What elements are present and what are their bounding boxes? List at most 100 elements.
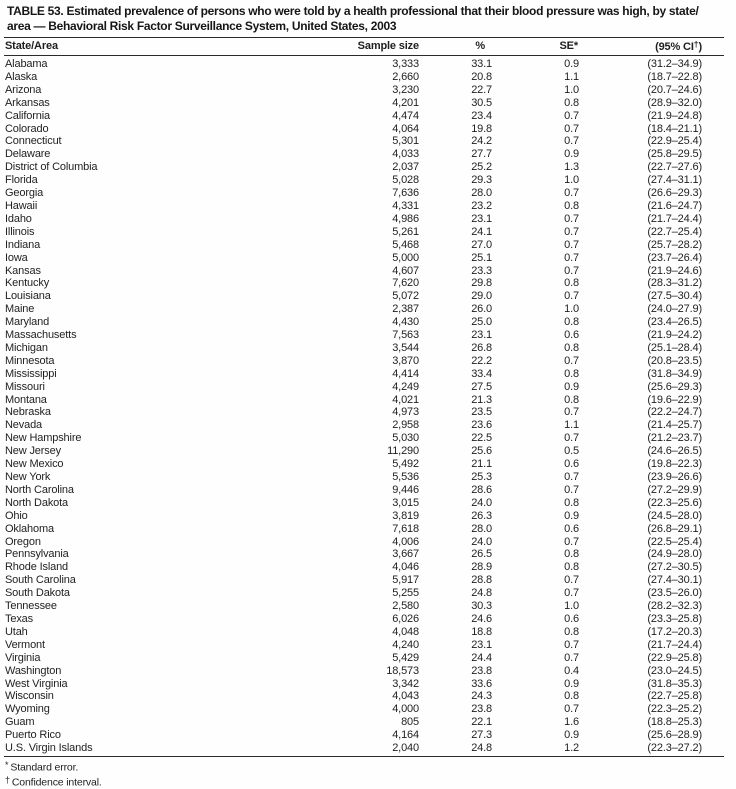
- sample-size-cell: 5,028: [392, 174, 419, 187]
- confidence-interval-cell: (19.6–22.9): [647, 393, 702, 406]
- state-area-cell: Texas: [5, 612, 33, 625]
- sample-size-cell: 4,430: [392, 316, 419, 329]
- standard-error-cell: 0.9: [564, 509, 579, 522]
- percent-cell: 26.3: [471, 509, 492, 522]
- footnote-text: Confidence interval.: [11, 776, 102, 789]
- sample-size-cell: 4,474: [392, 109, 419, 122]
- confidence-interval-cell: (22.9–25.4): [647, 135, 702, 148]
- sample-size-cell: 2,958: [392, 419, 419, 432]
- standard-error-cell: 0.7: [564, 587, 579, 600]
- standard-error-cell: 0.7: [564, 638, 579, 651]
- state-area-cell: Missouri: [5, 380, 45, 393]
- percent-cell: 23.6: [471, 419, 492, 432]
- table-title-line-1: TABLE 53. Estimated prevalence of person…: [7, 4, 699, 18]
- state-area-cell: Alaska: [5, 70, 38, 83]
- standard-error-cell: 0.8: [564, 96, 579, 109]
- footnote-standard-error: * Standard error.: [5, 759, 736, 774]
- table-row: Wyoming 4,000 23.8 0.7 (22.3–25.2): [4, 703, 724, 716]
- state-area-cell: Delaware: [5, 148, 51, 161]
- percent-cell: 20.8: [471, 70, 492, 83]
- standard-error-cell: 1.0: [564, 600, 579, 613]
- confidence-interval-cell: (21.9–24.8): [647, 109, 702, 122]
- ci-header-text: (95% CI: [655, 41, 694, 53]
- standard-error-cell: 0.9: [564, 677, 579, 690]
- percent-cell: 19.8: [471, 122, 492, 135]
- table-row: Mississippi 4,414 33.4 0.8 (31.8–34.9): [4, 368, 724, 381]
- state-area-cell: Pennsylvania: [5, 548, 69, 561]
- table-row: Michigan 3,544 26.8 0.8 (25.1–28.4): [4, 342, 724, 355]
- standard-error-cell: 0.7: [564, 703, 579, 716]
- state-area-cell: Colorado: [5, 122, 49, 135]
- percent-cell: 24.6: [471, 612, 492, 625]
- confidence-interval-cell: (24.9–28.0): [647, 548, 702, 561]
- confidence-interval-cell: (18.8–25.3): [647, 716, 702, 729]
- standard-error-cell: 0.6: [564, 522, 579, 535]
- table-row: Delaware 4,033 27.7 0.9 (25.8–29.5): [4, 148, 724, 161]
- table-row: Vermont 4,240 23.1 0.7 (21.7–24.4): [4, 639, 724, 652]
- table-row: Wisconsin 4,043 24.3 0.8 (22.7–25.8): [4, 690, 724, 703]
- percent-cell: 23.1: [471, 329, 492, 342]
- table-row: Nevada 2,958 23.6 1.1 (21.4–25.7): [4, 419, 724, 432]
- standard-error-cell: 0.8: [564, 496, 579, 509]
- table-row: Ohio 3,819 26.3 0.9 (24.5–28.0): [4, 510, 724, 523]
- sample-size-cell: 2,660: [392, 70, 419, 83]
- standard-error-cell: 0.7: [564, 109, 579, 122]
- standard-error-cell: 1.0: [564, 83, 579, 96]
- table-row: Montana 4,021 21.3 0.8 (19.6–22.9): [4, 394, 724, 407]
- standard-error-cell: 0.9: [564, 148, 579, 161]
- confidence-interval-cell: (28.9–32.0): [647, 96, 702, 109]
- sample-size-cell: 5,917: [392, 574, 419, 587]
- percent-cell: 23.3: [471, 264, 492, 277]
- sample-size-cell: 4,064: [392, 122, 419, 135]
- table-row: Minnesota 3,870 22.2 0.7 (20.8–23.5): [4, 355, 724, 368]
- sample-size-cell: 4,046: [392, 561, 419, 574]
- percent-cell: 23.5: [471, 406, 492, 419]
- percent-cell: 29.8: [471, 277, 492, 290]
- footnote-confidence-interval: † Confidence interval.: [5, 774, 736, 789]
- standard-error-cell: 0.9: [564, 729, 579, 742]
- confidence-interval-cell: (22.5–25.4): [647, 535, 702, 548]
- asterisk-marker: *: [5, 759, 9, 770]
- state-area-cell: Hawaii: [5, 199, 38, 212]
- table-row: New Mexico 5,492 21.1 0.6 (19.8–22.3): [4, 458, 724, 471]
- table-row: Arizona 3,230 22.7 1.0 (20.7–24.6): [4, 84, 724, 97]
- confidence-interval-cell: (26.6–29.3): [647, 187, 702, 200]
- table-row: Illinois 5,261 24.1 0.7 (22.7–25.4): [4, 226, 724, 239]
- table-row: North Dakota 3,015 24.0 0.8 (22.3–25.6): [4, 497, 724, 510]
- state-area-cell: West Virginia: [5, 677, 68, 690]
- state-area-cell: Illinois: [5, 225, 35, 238]
- state-area-cell: Louisiana: [5, 290, 51, 303]
- sample-size-cell: 4,021: [392, 393, 419, 406]
- percent-cell: 29.0: [471, 290, 492, 303]
- state-area-cell: Maine: [5, 303, 35, 316]
- state-area-cell: Wisconsin: [5, 690, 54, 703]
- percent-cell: 30.5: [471, 96, 492, 109]
- sample-size-cell: 4,033: [392, 148, 419, 161]
- state-area-cell: Ohio: [5, 509, 28, 522]
- state-area-cell: Oklahoma: [5, 522, 54, 535]
- table-row: Oklahoma 7,618 28.0 0.6 (26.8–29.1): [4, 523, 724, 536]
- percent-cell: 24.1: [471, 225, 492, 238]
- standard-error-cell: 0.7: [564, 406, 579, 419]
- state-area-cell: North Carolina: [5, 483, 74, 496]
- state-area-cell: Rhode Island: [5, 561, 69, 574]
- standard-error-cell: 0.6: [564, 329, 579, 342]
- percent-cell: 24.4: [471, 651, 492, 664]
- state-area-cell: South Dakota: [5, 587, 70, 600]
- sample-size-cell: 5,492: [392, 458, 419, 471]
- standard-error-cell: 1.2: [496, 742, 584, 757]
- state-area-cell: Massachusetts: [5, 329, 77, 342]
- footnotes: * Standard error. † Confidence interval.: [4, 759, 736, 789]
- percent-cell: 23.1: [471, 212, 492, 225]
- confidence-interval-cell: (25.8–29.5): [647, 148, 702, 161]
- state-area-cell: Guam: [5, 716, 35, 729]
- standard-error-cell: 0.7: [564, 471, 579, 483]
- table-row: Guam 805 22.1 1.6 (18.8–25.3): [4, 716, 724, 729]
- sample-size-cell: 4,048: [392, 625, 419, 638]
- state-area-cell: Wyoming: [5, 703, 50, 716]
- table-row: West Virginia 3,342 33.6 0.9 (31.8–35.3): [4, 678, 724, 691]
- table-row: Louisiana 5,072 29.0 0.7 (27.5–30.4): [4, 290, 724, 303]
- confidence-interval-cell: (22.3–27.2): [584, 742, 724, 757]
- percent-cell: 33.1: [471, 58, 492, 70]
- sample-size-cell: 4,164: [392, 729, 419, 742]
